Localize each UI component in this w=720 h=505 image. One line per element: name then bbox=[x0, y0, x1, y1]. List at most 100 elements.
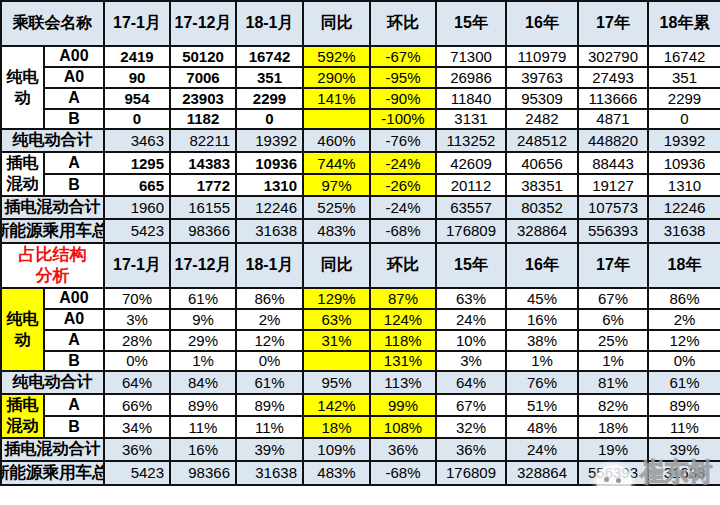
value-cell: 248512 bbox=[506, 129, 578, 152]
value-cell: 18% bbox=[303, 416, 370, 438]
value-cell: 25% bbox=[578, 330, 648, 351]
value-cell: -76% bbox=[370, 129, 436, 152]
value-cell: 71300 bbox=[436, 46, 506, 67]
value-cell: 0 bbox=[648, 109, 720, 130]
column-header: 17年 bbox=[578, 1, 648, 46]
value-cell: 12% bbox=[648, 330, 720, 351]
panda-face-icon bbox=[596, 465, 632, 497]
value-cell: 23903 bbox=[170, 88, 236, 109]
value-cell: 98366 bbox=[170, 219, 236, 243]
value-cell: 76% bbox=[506, 371, 578, 394]
value-cell: 124% bbox=[370, 309, 436, 330]
value-cell: 97% bbox=[303, 174, 370, 196]
total-row-label: 插电混动合计 bbox=[1, 438, 104, 461]
value-cell: 19127 bbox=[578, 174, 648, 196]
value-cell: 24% bbox=[506, 438, 578, 461]
value-cell: 19392 bbox=[648, 129, 720, 152]
value-cell: 24% bbox=[436, 309, 506, 330]
value-cell: 70% bbox=[104, 288, 170, 309]
value-cell: 592% bbox=[303, 46, 370, 67]
value-cell: 302790 bbox=[578, 46, 648, 67]
value-cell: 31638 bbox=[648, 219, 720, 243]
row-label: A bbox=[44, 88, 104, 109]
value-cell: 36% bbox=[436, 438, 506, 461]
value-cell: 88443 bbox=[578, 152, 648, 174]
value-cell: 4871 bbox=[578, 109, 648, 130]
value-cell: 61% bbox=[648, 371, 720, 394]
section2-title: 占比结构分析 bbox=[1, 243, 104, 288]
value-cell: 39763 bbox=[506, 67, 578, 88]
row-label: A bbox=[44, 394, 104, 416]
value-cell: 67% bbox=[436, 394, 506, 416]
value-cell: 108% bbox=[370, 416, 436, 438]
value-cell: 11% bbox=[170, 416, 236, 438]
group-label: 插电混动 bbox=[1, 394, 44, 438]
value-cell: 954 bbox=[104, 88, 170, 109]
value-cell: 10936 bbox=[236, 152, 303, 174]
value-cell: 18% bbox=[578, 416, 648, 438]
value-cell: 36% bbox=[104, 438, 170, 461]
row-label: A00 bbox=[44, 288, 104, 309]
value-cell: -67% bbox=[370, 46, 436, 67]
value-cell: 1310 bbox=[648, 174, 720, 196]
value-cell: 80352 bbox=[506, 196, 578, 219]
value-cell: 142% bbox=[303, 394, 370, 416]
value-cell: 38351 bbox=[506, 174, 578, 196]
value-cell: 9% bbox=[170, 309, 236, 330]
value-cell: 1960 bbox=[104, 196, 170, 219]
value-cell: 2% bbox=[648, 309, 720, 330]
value-cell: 28% bbox=[104, 330, 170, 351]
value-cell: 31638 bbox=[236, 461, 303, 485]
value-cell: 1182 bbox=[170, 109, 236, 130]
row-label: A0 bbox=[44, 309, 104, 330]
value-cell: 0 bbox=[104, 109, 170, 130]
column-header: 环比 bbox=[370, 243, 436, 288]
value-cell: 1295 bbox=[104, 152, 170, 174]
value-cell: 51% bbox=[506, 394, 578, 416]
value-cell: 328864 bbox=[506, 219, 578, 243]
value-cell: 0 bbox=[236, 109, 303, 130]
value-cell: 113666 bbox=[578, 88, 648, 109]
value-cell: 11% bbox=[236, 416, 303, 438]
value-cell: 460% bbox=[303, 129, 370, 152]
value-cell: 10% bbox=[436, 330, 506, 351]
value-cell: 16155 bbox=[170, 196, 236, 219]
watermark: 崔东树 bbox=[596, 458, 720, 502]
value-cell: 98366 bbox=[170, 461, 236, 485]
value-cell: 141% bbox=[303, 88, 370, 109]
value-cell: 556393 bbox=[578, 219, 648, 243]
column-header: 17年 bbox=[578, 243, 648, 288]
value-cell: 86% bbox=[648, 288, 720, 309]
value-cell: 61% bbox=[170, 288, 236, 309]
value-cell: 5423 bbox=[104, 219, 170, 243]
value-cell: 84% bbox=[170, 371, 236, 394]
value-cell: 107573 bbox=[578, 196, 648, 219]
value-cell: -90% bbox=[370, 88, 436, 109]
value-cell: 109% bbox=[303, 438, 370, 461]
value-cell: 42609 bbox=[436, 152, 506, 174]
column-header: 16年 bbox=[506, 243, 578, 288]
value-cell: 1% bbox=[578, 351, 648, 372]
value-cell: 483% bbox=[303, 219, 370, 243]
value-cell: 16% bbox=[170, 438, 236, 461]
value-cell: -95% bbox=[370, 67, 436, 88]
row-label: B bbox=[44, 109, 104, 130]
row-label: A bbox=[44, 152, 104, 174]
value-cell bbox=[303, 351, 370, 372]
column-header: 15年 bbox=[436, 243, 506, 288]
column-header: 17-12月 bbox=[170, 243, 236, 288]
value-cell: 5423 bbox=[104, 461, 170, 485]
total-row-label: 插电混动合计 bbox=[1, 196, 104, 219]
value-cell: 11% bbox=[648, 416, 720, 438]
value-cell: 12246 bbox=[648, 196, 720, 219]
column-header: 17-12月 bbox=[170, 1, 236, 46]
value-cell: 129% bbox=[303, 288, 370, 309]
value-cell: 95309 bbox=[506, 88, 578, 109]
value-cell: 328864 bbox=[506, 461, 578, 485]
value-cell: 7006 bbox=[170, 67, 236, 88]
column-header: 18年累 bbox=[648, 1, 720, 46]
value-cell: 351 bbox=[236, 67, 303, 88]
value-cell: 90 bbox=[104, 67, 170, 88]
value-cell: 63557 bbox=[436, 196, 506, 219]
value-cell: 36% bbox=[370, 438, 436, 461]
